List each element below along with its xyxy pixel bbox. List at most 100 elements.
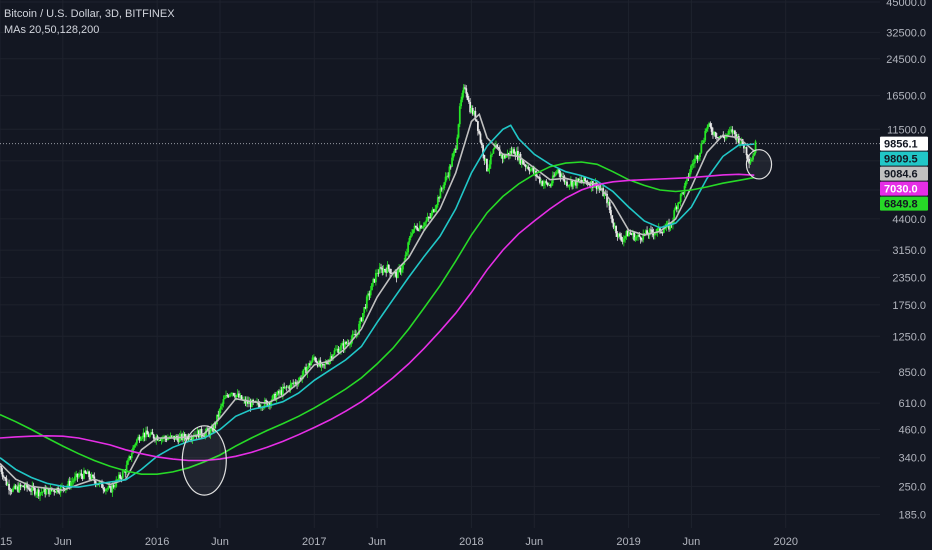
x-tick-label: 2019 [616, 536, 640, 548]
candle-body [635, 236, 638, 238]
candle-body [27, 487, 30, 489]
y-tick-label: 1250.0 [892, 331, 926, 343]
candle-body [625, 231, 628, 237]
candle-body [515, 150, 518, 157]
candle-body [656, 228, 659, 233]
candle-body [496, 144, 499, 148]
y-tick-label: 850.0 [898, 367, 926, 379]
candle-body [718, 136, 721, 139]
candle-body [74, 476, 76, 481]
candle-body [126, 460, 129, 465]
candle-body [569, 180, 572, 185]
candle-body [482, 145, 484, 156]
candle-body [19, 484, 22, 487]
candle-body [705, 128, 708, 132]
candle-body [675, 206, 678, 209]
candle-body [290, 382, 293, 384]
candle-body [648, 229, 651, 236]
candle-body [368, 293, 371, 296]
candle-body [737, 136, 740, 145]
candle-body [374, 272, 377, 283]
candle-body [84, 470, 87, 473]
candle-body [209, 429, 212, 436]
y-tick-label: 3150.0 [892, 245, 926, 257]
candle-body [377, 272, 380, 274]
candle-body [426, 217, 429, 221]
candle-body [13, 485, 16, 489]
candle-body [225, 395, 227, 398]
candle-body [309, 363, 311, 366]
candle-body [159, 440, 162, 441]
candle-body [682, 192, 685, 194]
candle-body [579, 180, 581, 181]
candle-body [24, 483, 27, 488]
candle-body [507, 152, 510, 156]
candle-body [371, 283, 373, 291]
candle-body [68, 480, 71, 487]
price-tag-label: 9084.6 [884, 169, 918, 181]
candle-body [112, 485, 115, 488]
candle-body [292, 382, 295, 384]
candle-body [498, 149, 501, 156]
symbol-title[interactable]: Bitcoin / U.S. Dollar, 3D, BITFINEX [4, 8, 175, 20]
candle-body [41, 491, 44, 493]
candle-body [690, 165, 692, 173]
candle-body [275, 394, 278, 401]
candle-body [558, 169, 561, 174]
candle-body [191, 436, 194, 440]
candle-body [229, 394, 231, 397]
candle-body [449, 166, 452, 168]
candle-body [660, 232, 663, 233]
candle-body [593, 186, 596, 188]
candle-body [524, 165, 527, 167]
candle-body [132, 447, 134, 454]
candle-body [305, 367, 308, 374]
candle-body [447, 175, 450, 177]
candle-body [458, 106, 461, 125]
candle-body [53, 489, 56, 492]
candle-body [502, 155, 505, 159]
candle-body [465, 88, 468, 94]
candle-body [22, 485, 25, 487]
candle-body [653, 233, 656, 236]
price-tag-bg [880, 196, 928, 211]
candle-body [540, 181, 543, 183]
candle-body [83, 470, 85, 479]
candle-body [128, 456, 131, 461]
candle-body [345, 341, 348, 345]
x-tick-label: Jun [525, 536, 543, 548]
candle-body [728, 130, 731, 132]
candle-body [622, 238, 625, 242]
candle-body [33, 487, 36, 495]
candle-body [678, 202, 681, 203]
candle-body [134, 443, 137, 446]
candle-body [452, 152, 455, 158]
candle-body [289, 383, 292, 390]
candle-body [111, 485, 114, 493]
y-tick-label: 460.0 [898, 425, 926, 437]
candle-body [723, 137, 726, 139]
candle-body [617, 233, 620, 237]
candle-body [683, 185, 686, 194]
candle-body [681, 192, 683, 195]
candle-body [411, 233, 413, 236]
candle-body [236, 393, 239, 396]
candle-body [495, 144, 497, 146]
candle-body [106, 488, 109, 490]
candle-body [192, 436, 195, 438]
candle-body [139, 438, 142, 441]
candle-body [692, 163, 695, 165]
candle-body [708, 123, 710, 125]
candle-body [49, 487, 52, 495]
indicator-legend[interactable]: MAs 20,50,128,200 [4, 24, 100, 36]
candle-body [157, 440, 160, 441]
candle-body [486, 158, 488, 171]
candle-body [700, 143, 703, 153]
candle-body [418, 225, 421, 231]
candle-body [555, 172, 558, 174]
candle-body [320, 364, 323, 367]
candle-body [4, 477, 7, 479]
candle-body [222, 399, 225, 404]
candle-body [381, 268, 384, 273]
